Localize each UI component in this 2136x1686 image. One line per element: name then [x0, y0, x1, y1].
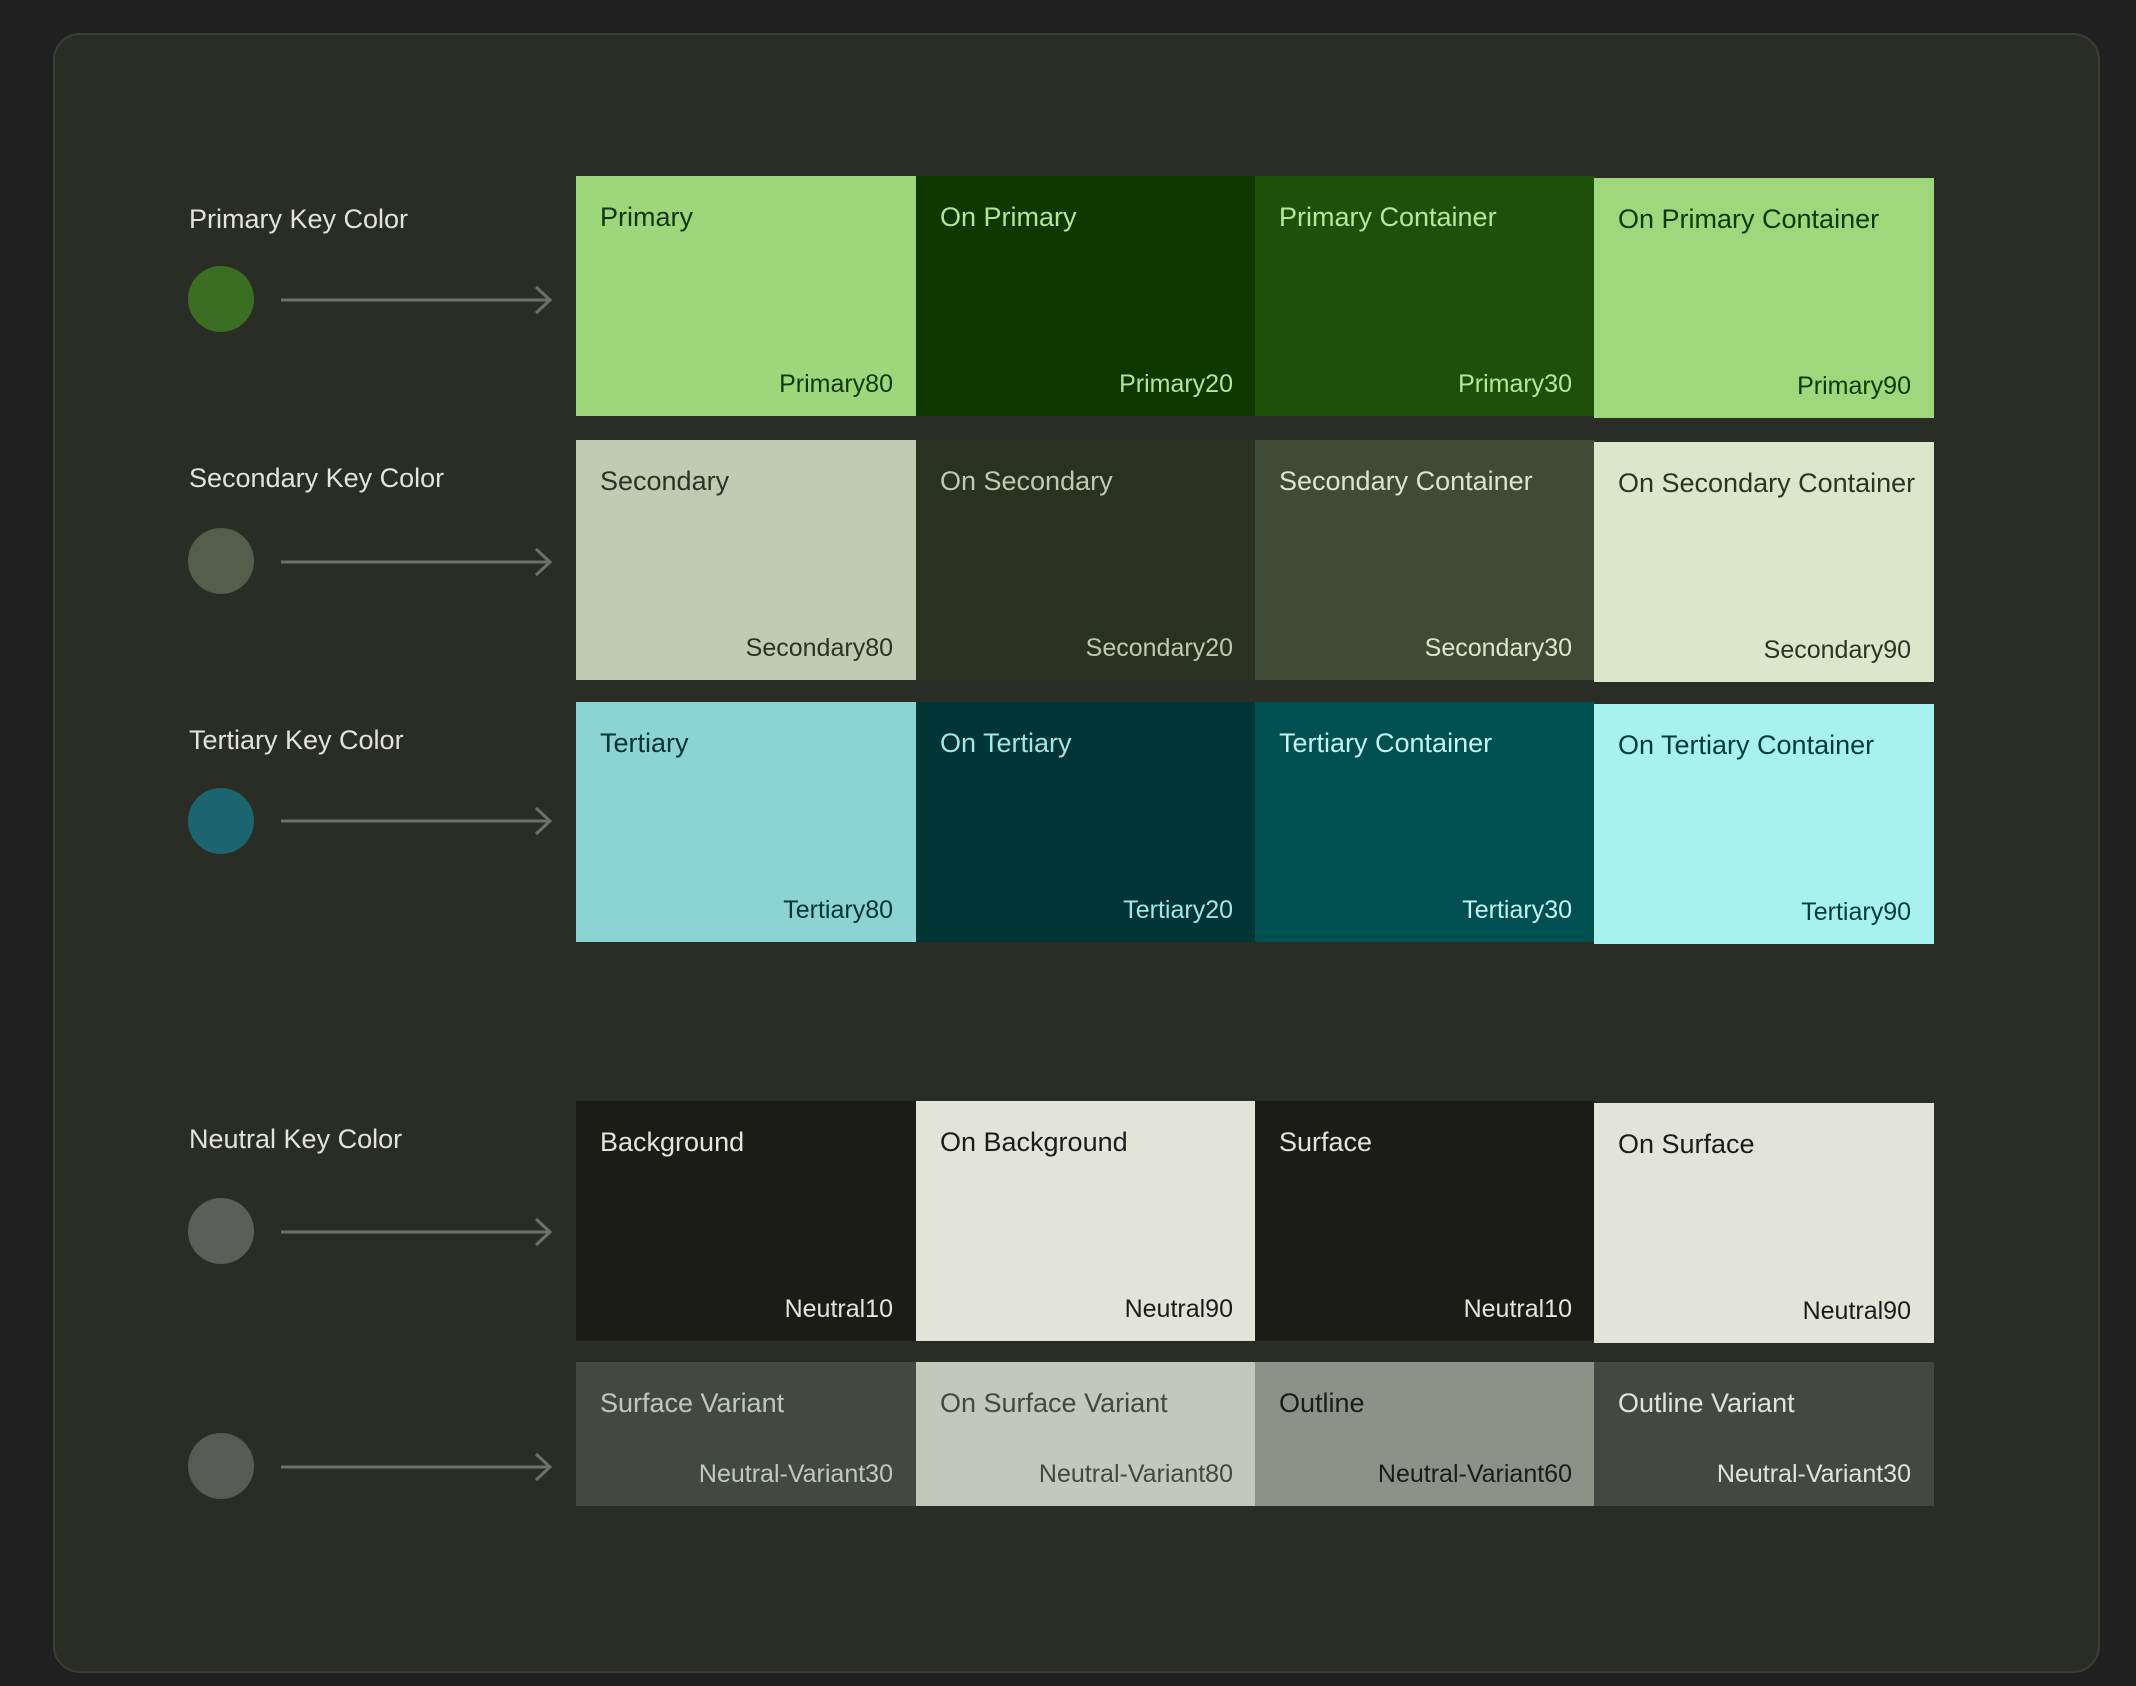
tile-role-label: On Background [940, 1127, 1128, 1157]
tile-on-secondary-container: On Secondary Container Secondary90 [1594, 442, 1934, 682]
neutral-key-color-label: Neutral Key Color [189, 1124, 403, 1154]
tile-surface: Surface Neutral10 [1255, 1101, 1595, 1341]
tile-on-secondary: On Secondary Secondary20 [916, 440, 1256, 680]
tile-role-label: Surface Variant [600, 1388, 785, 1418]
tile-tone-label: Neutral-Variant30 [1716, 1460, 1911, 1488]
tile-role-label: On Primary Container [1618, 204, 1880, 234]
tile-role-label: On Tertiary [940, 728, 1072, 758]
neutral-key-color-swatch [188, 1198, 254, 1264]
tile-on-background: On Background Neutral90 [916, 1101, 1256, 1341]
tile-tone-label: Secondary20 [1085, 634, 1233, 662]
tile-tone-label: Neutral-Variant80 [1038, 1460, 1233, 1488]
tile-on-primary: On Primary Primary20 [916, 176, 1256, 416]
tile-tone-label: Primary20 [1119, 370, 1233, 398]
secondary-arrow-icon [281, 547, 553, 577]
tile-on-surface-variant: On Surface Variant Neutral-Variant80 [916, 1362, 1256, 1506]
tile-tone-label: Primary90 [1797, 372, 1911, 400]
secondary-key-color-swatch [188, 528, 254, 594]
tile-tone-label: Tertiary20 [1123, 896, 1233, 924]
tile-tone-label: Secondary90 [1763, 636, 1911, 664]
tile-tone-label: Primary30 [1458, 370, 1572, 398]
tile-role-label: Secondary [600, 466, 730, 496]
tile-tone-label: Neutral90 [1124, 1295, 1233, 1323]
tile-tone-label: Tertiary80 [783, 896, 893, 924]
tile-tone-label: Neutral-Variant60 [1377, 1460, 1572, 1488]
tile-on-surface: On Surface Neutral90 [1594, 1103, 1934, 1343]
tile-role-label: Primary Container [1279, 202, 1497, 232]
primary-key-color-label: Primary Key Color [189, 204, 409, 234]
tertiary-key-color-swatch [188, 788, 254, 854]
tile-tone-label: Secondary80 [745, 634, 893, 662]
primary-arrow-icon [281, 285, 553, 315]
tile-surface-variant: Surface Variant Neutral-Variant30 [576, 1362, 916, 1506]
tile-outline-variant: Outline Variant Neutral-Variant30 [1594, 1362, 1934, 1506]
tile-secondary-container: Secondary Container Secondary30 [1255, 440, 1595, 680]
tile-role-label: On Secondary Container [1618, 468, 1916, 498]
tile-role-label: Outline [1279, 1388, 1365, 1418]
neutral-arrow-icon [281, 1217, 553, 1247]
primary-key-color-swatch [188, 266, 254, 332]
tile-role-label: Background [600, 1127, 745, 1157]
tile-role-label: On Primary [940, 202, 1077, 232]
tile-tone-label: Tertiary90 [1801, 898, 1911, 926]
tile-tone-label: Neutral10 [1463, 1295, 1572, 1323]
tile-secondary: Secondary Secondary80 [576, 440, 916, 680]
tile-on-primary-container: On Primary Container Primary90 [1594, 178, 1934, 418]
tile-role-label: Tertiary [600, 728, 689, 758]
tile-role-label: Outline Variant [1618, 1388, 1795, 1418]
tile-role-label: Tertiary Container [1279, 728, 1493, 758]
tile-background: Background Neutral10 [576, 1101, 916, 1341]
tile-role-label: On Surface Variant [940, 1388, 1168, 1418]
tile-role-label: Secondary Container [1279, 466, 1533, 496]
tile-on-tertiary: On Tertiary Tertiary20 [916, 702, 1256, 942]
tile-outline: Outline Neutral-Variant60 [1255, 1362, 1595, 1506]
tile-role-label: On Secondary [940, 466, 1113, 496]
tile-tertiary: Tertiary Tertiary80 [576, 702, 916, 942]
tertiary-key-color-label: Tertiary Key Color [189, 725, 404, 755]
tile-tertiary-container: Tertiary Container Tertiary30 [1255, 702, 1595, 942]
tile-on-tertiary-container: On Tertiary Container Tertiary90 [1594, 704, 1934, 944]
tile-role-label: Surface [1279, 1127, 1373, 1157]
tile-tone-label: Secondary30 [1424, 634, 1572, 662]
tile-role-label: Primary [600, 202, 693, 232]
tile-tone-label: Neutral90 [1802, 1297, 1911, 1325]
tile-role-label: On Surface [1618, 1129, 1755, 1159]
neutral-variant-arrow-icon [281, 1452, 553, 1482]
tile-tone-label: Tertiary30 [1462, 896, 1572, 924]
neutral-variant-key-color-swatch [188, 1433, 254, 1499]
tile-primary: Primary Primary80 [576, 176, 916, 416]
tile-tone-label: Neutral10 [784, 1295, 893, 1323]
tile-primary-container: Primary Container Primary30 [1255, 176, 1595, 416]
tile-role-label: On Tertiary Container [1618, 730, 1875, 760]
tertiary-arrow-icon [281, 806, 553, 836]
secondary-key-color-label: Secondary Key Color [189, 463, 445, 493]
tile-tone-label: Neutral-Variant30 [698, 1460, 893, 1488]
tile-tone-label: Primary80 [779, 370, 893, 398]
